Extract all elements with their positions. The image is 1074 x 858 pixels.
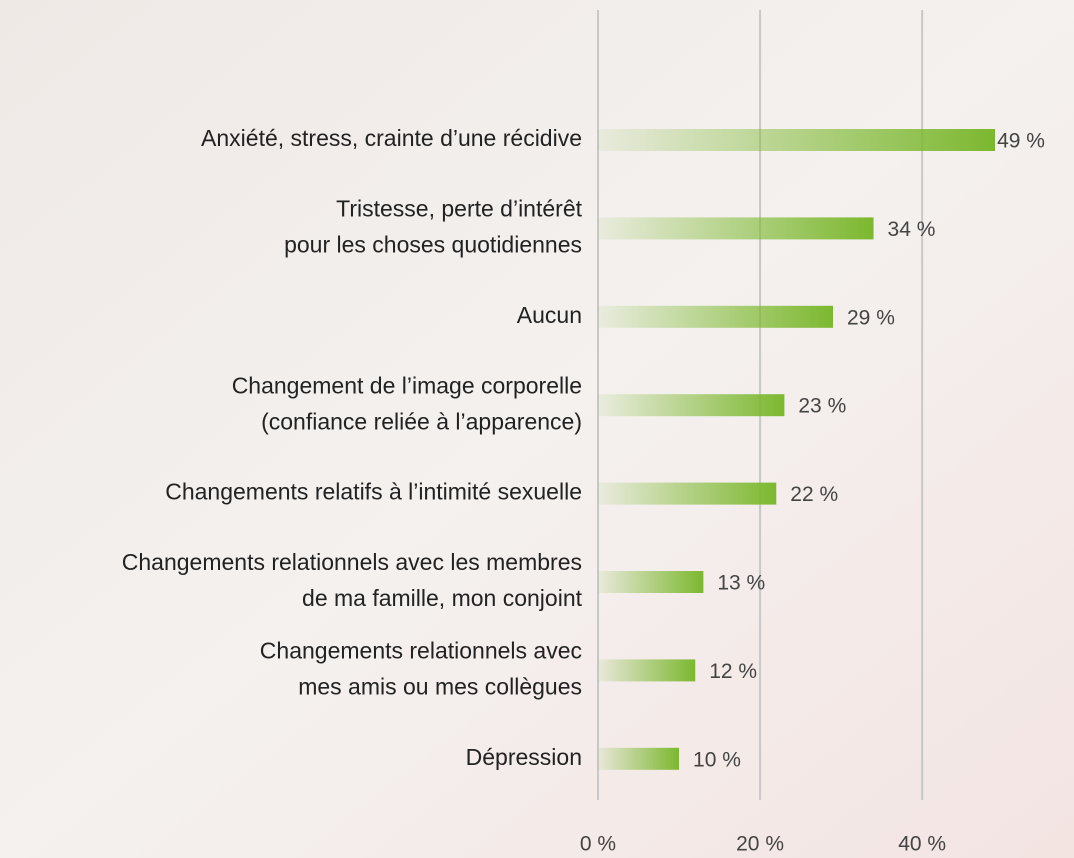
category-label: Changement de l’image corporelle xyxy=(232,372,582,398)
category-label: Changements relationnels avec xyxy=(260,637,582,663)
x-tick-label: 40 % xyxy=(898,833,946,856)
bar xyxy=(598,571,703,593)
value-label: 34 % xyxy=(888,218,936,241)
value-label: 13 % xyxy=(717,572,765,595)
category-label: Tristesse, perte d’intérêt xyxy=(336,195,582,221)
bar xyxy=(598,483,776,505)
category-label: Changements relationnels avec les membre… xyxy=(122,549,582,575)
category-label: Changements relatifs à l’intimité sexuel… xyxy=(165,479,582,505)
value-label: 22 % xyxy=(790,483,838,506)
category-label: (confiance reliée à l’apparence) xyxy=(261,408,582,434)
value-label: 12 % xyxy=(709,660,757,683)
bar xyxy=(598,394,784,416)
category-label: Anxiété, stress, crainte d’une récidive xyxy=(201,125,582,151)
value-label: 49 % xyxy=(997,130,1045,153)
bar xyxy=(598,129,995,151)
value-label: 10 % xyxy=(693,748,741,771)
value-label: 23 % xyxy=(798,395,846,418)
x-tick-label: 0 % xyxy=(580,833,616,856)
bar xyxy=(598,306,833,328)
category-label: pour les choses quotidiennes xyxy=(284,231,582,257)
category-label: de ma famille, mon conjoint xyxy=(302,585,583,611)
bar xyxy=(598,659,695,681)
chart: 0 % 20 % 40 % Anxiété, stress, crainte d’un… xyxy=(0,0,1074,858)
value-label: 29 % xyxy=(847,306,895,329)
x-tick-label: 20 % xyxy=(736,833,784,856)
category-label: Aucun xyxy=(517,302,582,328)
category-label: Dépression xyxy=(466,744,582,770)
bar xyxy=(598,217,874,239)
bar xyxy=(598,748,679,770)
category-label: mes amis ou mes collègues xyxy=(298,673,582,699)
